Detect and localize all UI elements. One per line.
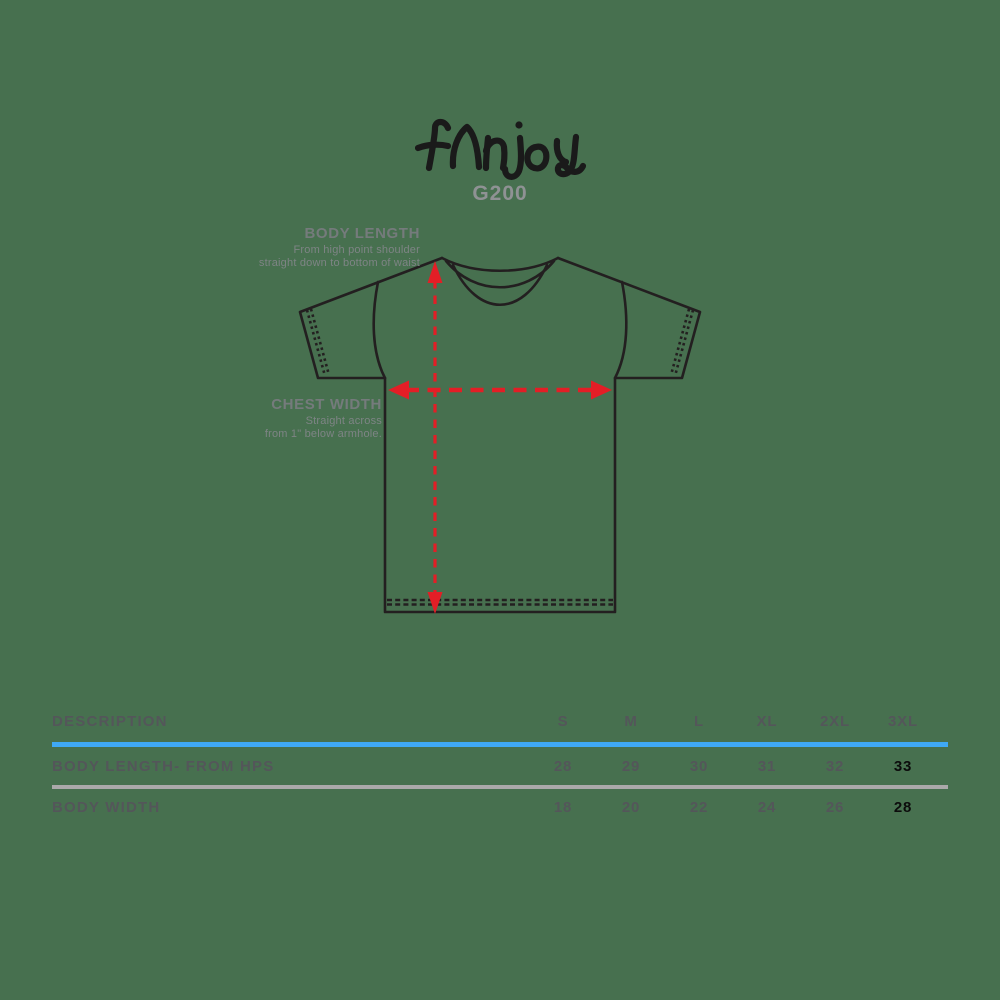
arrowhead-left bbox=[388, 380, 409, 400]
table-row-body-length: BODY LENGTH- FROM HPS 28 29 30 31 32 33 bbox=[52, 752, 948, 780]
size-header-xl: XL bbox=[756, 712, 778, 730]
armhole-seam-right bbox=[613, 280, 628, 380]
value-3xl: 28 bbox=[893, 798, 913, 816]
arrowhead-down bbox=[427, 592, 443, 614]
body-length-title: BODY LENGTH bbox=[304, 225, 420, 242]
value-s: 28 bbox=[553, 757, 573, 775]
value-l: 30 bbox=[689, 757, 709, 775]
chest-width-desc-line1: Straight across bbox=[305, 415, 382, 427]
tshirt-diagram bbox=[270, 248, 730, 620]
tshirt-drawing bbox=[298, 256, 702, 614]
sleeve-stitch-left-2 bbox=[309, 308, 331, 376]
size-table: DESCRIPTION S M L XL 2XL 3XL BODY LENGTH… bbox=[52, 706, 948, 836]
value-2xl: 26 bbox=[825, 798, 845, 816]
value-m: 20 bbox=[621, 798, 641, 816]
value-l: 22 bbox=[689, 798, 709, 816]
value-m: 29 bbox=[621, 757, 641, 775]
arrowhead-up bbox=[427, 261, 443, 283]
sleeve-stitch-right bbox=[673, 309, 695, 377]
value-xl: 31 bbox=[757, 757, 777, 775]
size-header-s: S bbox=[557, 712, 569, 730]
arrowhead-right bbox=[591, 380, 612, 400]
size-header-l: L bbox=[694, 712, 704, 730]
body-length-desc-line1: From high point shoulder bbox=[293, 244, 420, 256]
row-divider bbox=[52, 785, 948, 789]
collar-band-bottom bbox=[451, 263, 549, 306]
body-length-arrow bbox=[427, 261, 443, 614]
header-rule bbox=[52, 742, 948, 747]
sleeve-stitch-right-2 bbox=[669, 308, 691, 376]
size-header-3xl: 3XL bbox=[888, 712, 918, 730]
shirt-outline bbox=[298, 256, 702, 614]
description-header: DESCRIPTION bbox=[52, 712, 168, 730]
armhole-seam-left bbox=[372, 280, 387, 380]
value-s: 18 bbox=[553, 798, 573, 816]
body-length-label: BODY LENGTH From high point shoulder str… bbox=[140, 225, 420, 270]
value-2xl: 32 bbox=[825, 757, 845, 775]
value-3xl: 33 bbox=[893, 757, 913, 775]
chest-width-title: CHEST WIDTH bbox=[271, 396, 382, 413]
chest-width-desc-line2: from 1" below armhole. bbox=[264, 428, 382, 440]
size-table-header-row: DESCRIPTION S M L XL 2XL 3XL bbox=[52, 706, 948, 736]
chest-width-label: CHEST WIDTH Straight across from 1" belo… bbox=[142, 396, 382, 441]
fanjoy-logo-drawing bbox=[414, 118, 587, 180]
row-label: BODY LENGTH- FROM HPS bbox=[52, 757, 275, 775]
fanjoy-logo bbox=[414, 114, 590, 180]
table-row-body-width: BODY WIDTH 18 20 22 24 26 28 bbox=[52, 793, 948, 821]
body-length-desc-line2: straight down to bottom of waist bbox=[258, 257, 420, 269]
row-label: BODY WIDTH bbox=[52, 798, 161, 816]
value-xl: 24 bbox=[757, 798, 777, 816]
chest-width-arrow bbox=[388, 380, 612, 400]
size-header-2xl: 2XL bbox=[820, 712, 850, 730]
style-code: G200 bbox=[472, 182, 528, 205]
collar-back-neck bbox=[440, 256, 560, 273]
sleeve-stitch-left bbox=[305, 309, 327, 377]
size-header-m: M bbox=[624, 712, 638, 730]
